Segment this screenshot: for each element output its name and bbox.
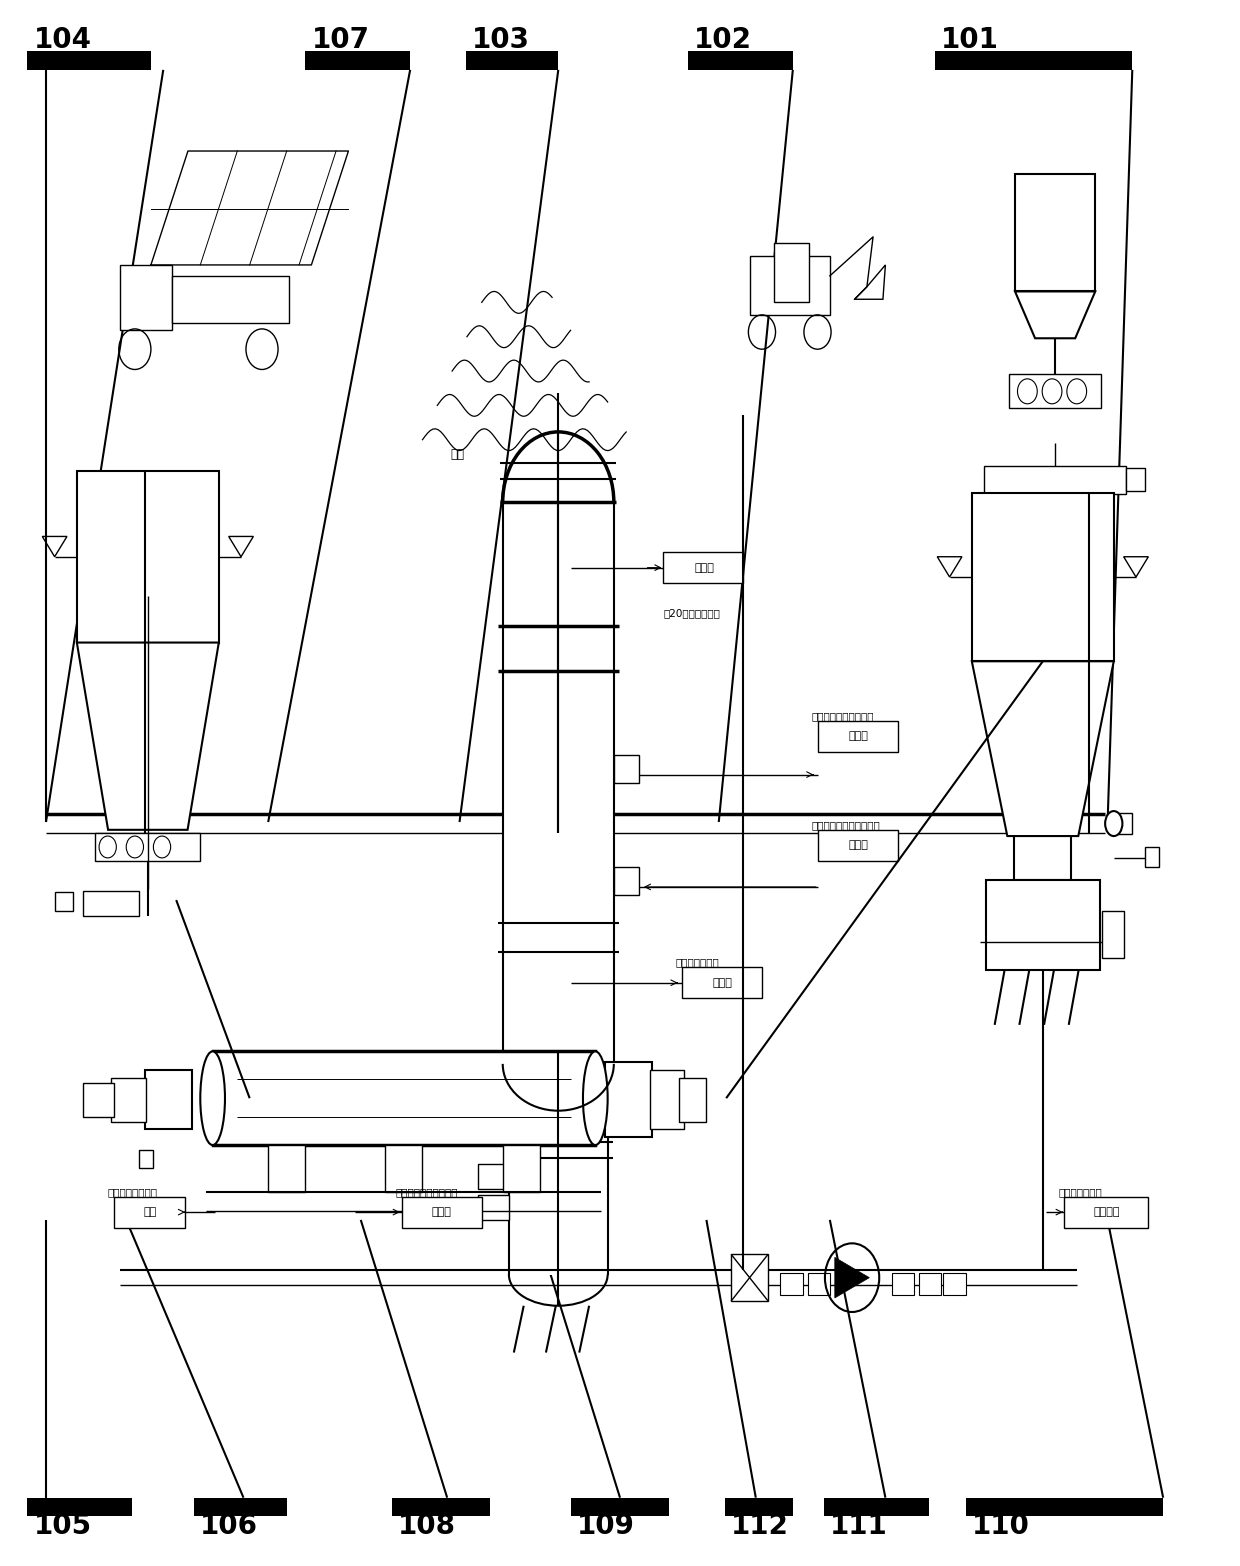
Polygon shape <box>1016 291 1095 338</box>
Bar <box>1114 813 1132 835</box>
Bar <box>392 1497 490 1516</box>
Bar <box>817 720 898 752</box>
Bar <box>682 968 761 999</box>
Bar <box>1016 174 1095 291</box>
Text: 109: 109 <box>577 1511 635 1539</box>
Bar <box>145 1070 192 1129</box>
Polygon shape <box>835 1257 869 1298</box>
Bar <box>83 1082 114 1117</box>
Text: 去冷却水循环处理系统: 去冷却水循环处理系统 <box>811 711 874 720</box>
Bar <box>650 1070 684 1129</box>
Text: 去20行泥预烧系统: 去20行泥预烧系统 <box>663 608 720 619</box>
Bar <box>823 1497 929 1516</box>
Text: 冷凝水: 冷凝水 <box>432 1207 451 1217</box>
Bar <box>479 1164 508 1189</box>
Bar <box>1064 1196 1148 1228</box>
Text: 冷却水: 冷却水 <box>848 731 868 741</box>
Bar <box>725 1497 792 1516</box>
Bar <box>614 755 639 783</box>
Bar <box>112 1077 146 1121</box>
Text: 101: 101 <box>941 27 999 55</box>
Ellipse shape <box>201 1051 224 1145</box>
Text: 104: 104 <box>33 27 92 55</box>
Bar <box>27 52 151 70</box>
Bar <box>268 1145 305 1192</box>
Bar <box>55 893 73 911</box>
Bar <box>972 493 1114 661</box>
Bar <box>688 52 792 70</box>
Text: 106: 106 <box>201 1511 258 1539</box>
Bar <box>508 1118 608 1275</box>
Text: 蒸汽: 蒸汽 <box>143 1207 156 1217</box>
Bar <box>1126 468 1145 492</box>
Bar <box>985 467 1126 495</box>
Text: 去污水处理系统: 去污水处理系统 <box>676 957 719 968</box>
Bar <box>95 833 201 861</box>
Bar <box>570 1497 670 1516</box>
Bar <box>305 52 410 70</box>
Bar <box>892 1273 914 1295</box>
Text: 不凝气: 不凝气 <box>694 562 714 573</box>
Bar <box>195 1497 286 1516</box>
Bar <box>817 830 898 861</box>
Text: 102: 102 <box>694 27 753 55</box>
Bar <box>212 1051 595 1145</box>
Bar <box>139 1149 154 1168</box>
Text: 111: 111 <box>830 1511 888 1539</box>
Bar <box>479 1195 508 1220</box>
Text: 去炉外预烧系统: 去炉外预烧系统 <box>1058 1187 1102 1196</box>
Polygon shape <box>77 642 218 830</box>
Bar <box>663 553 744 583</box>
Bar <box>605 1062 652 1137</box>
Text: 冷凝水: 冷凝水 <box>713 977 733 988</box>
Ellipse shape <box>583 1051 608 1145</box>
Bar <box>77 471 218 642</box>
Bar <box>502 503 614 1063</box>
Bar <box>120 265 172 330</box>
Bar <box>680 1077 707 1121</box>
Bar <box>114 1196 186 1228</box>
Bar <box>944 1273 966 1295</box>
Bar <box>774 243 808 302</box>
Text: 110: 110 <box>972 1511 1029 1539</box>
Bar <box>750 255 830 315</box>
Bar <box>1009 374 1101 409</box>
Text: 去余热发电化学水系统: 去余热发电化学水系统 <box>396 1187 458 1196</box>
Bar <box>83 891 139 916</box>
Bar <box>935 52 1132 70</box>
Bar <box>614 868 639 896</box>
Bar <box>919 1273 941 1295</box>
Bar <box>966 1497 1163 1516</box>
Bar <box>386 1145 423 1192</box>
Bar <box>1102 911 1125 958</box>
Text: 来自蒸汽发生系统: 来自蒸汽发生系统 <box>108 1187 157 1196</box>
Polygon shape <box>972 661 1114 836</box>
Text: 108: 108 <box>398 1511 456 1539</box>
Text: 112: 112 <box>732 1511 789 1539</box>
Text: 103: 103 <box>472 27 529 55</box>
Bar <box>732 1254 768 1301</box>
Bar <box>402 1196 482 1228</box>
Bar <box>780 1273 802 1295</box>
Bar <box>1145 847 1159 868</box>
Bar <box>502 1145 539 1192</box>
Text: 污泥: 污泥 <box>450 448 464 460</box>
Text: 105: 105 <box>33 1511 92 1539</box>
Text: 来自冷却水循环处理系统: 来自冷却水循环处理系统 <box>811 821 880 830</box>
Bar <box>172 276 289 323</box>
Text: 冷却水: 冷却水 <box>848 841 868 850</box>
Bar <box>986 880 1100 971</box>
Ellipse shape <box>1105 811 1122 836</box>
Text: 107: 107 <box>311 27 370 55</box>
Bar <box>466 52 558 70</box>
Bar <box>27 1497 133 1516</box>
Text: 烘干污泥: 烘干污泥 <box>1094 1207 1120 1217</box>
Bar <box>807 1273 830 1295</box>
